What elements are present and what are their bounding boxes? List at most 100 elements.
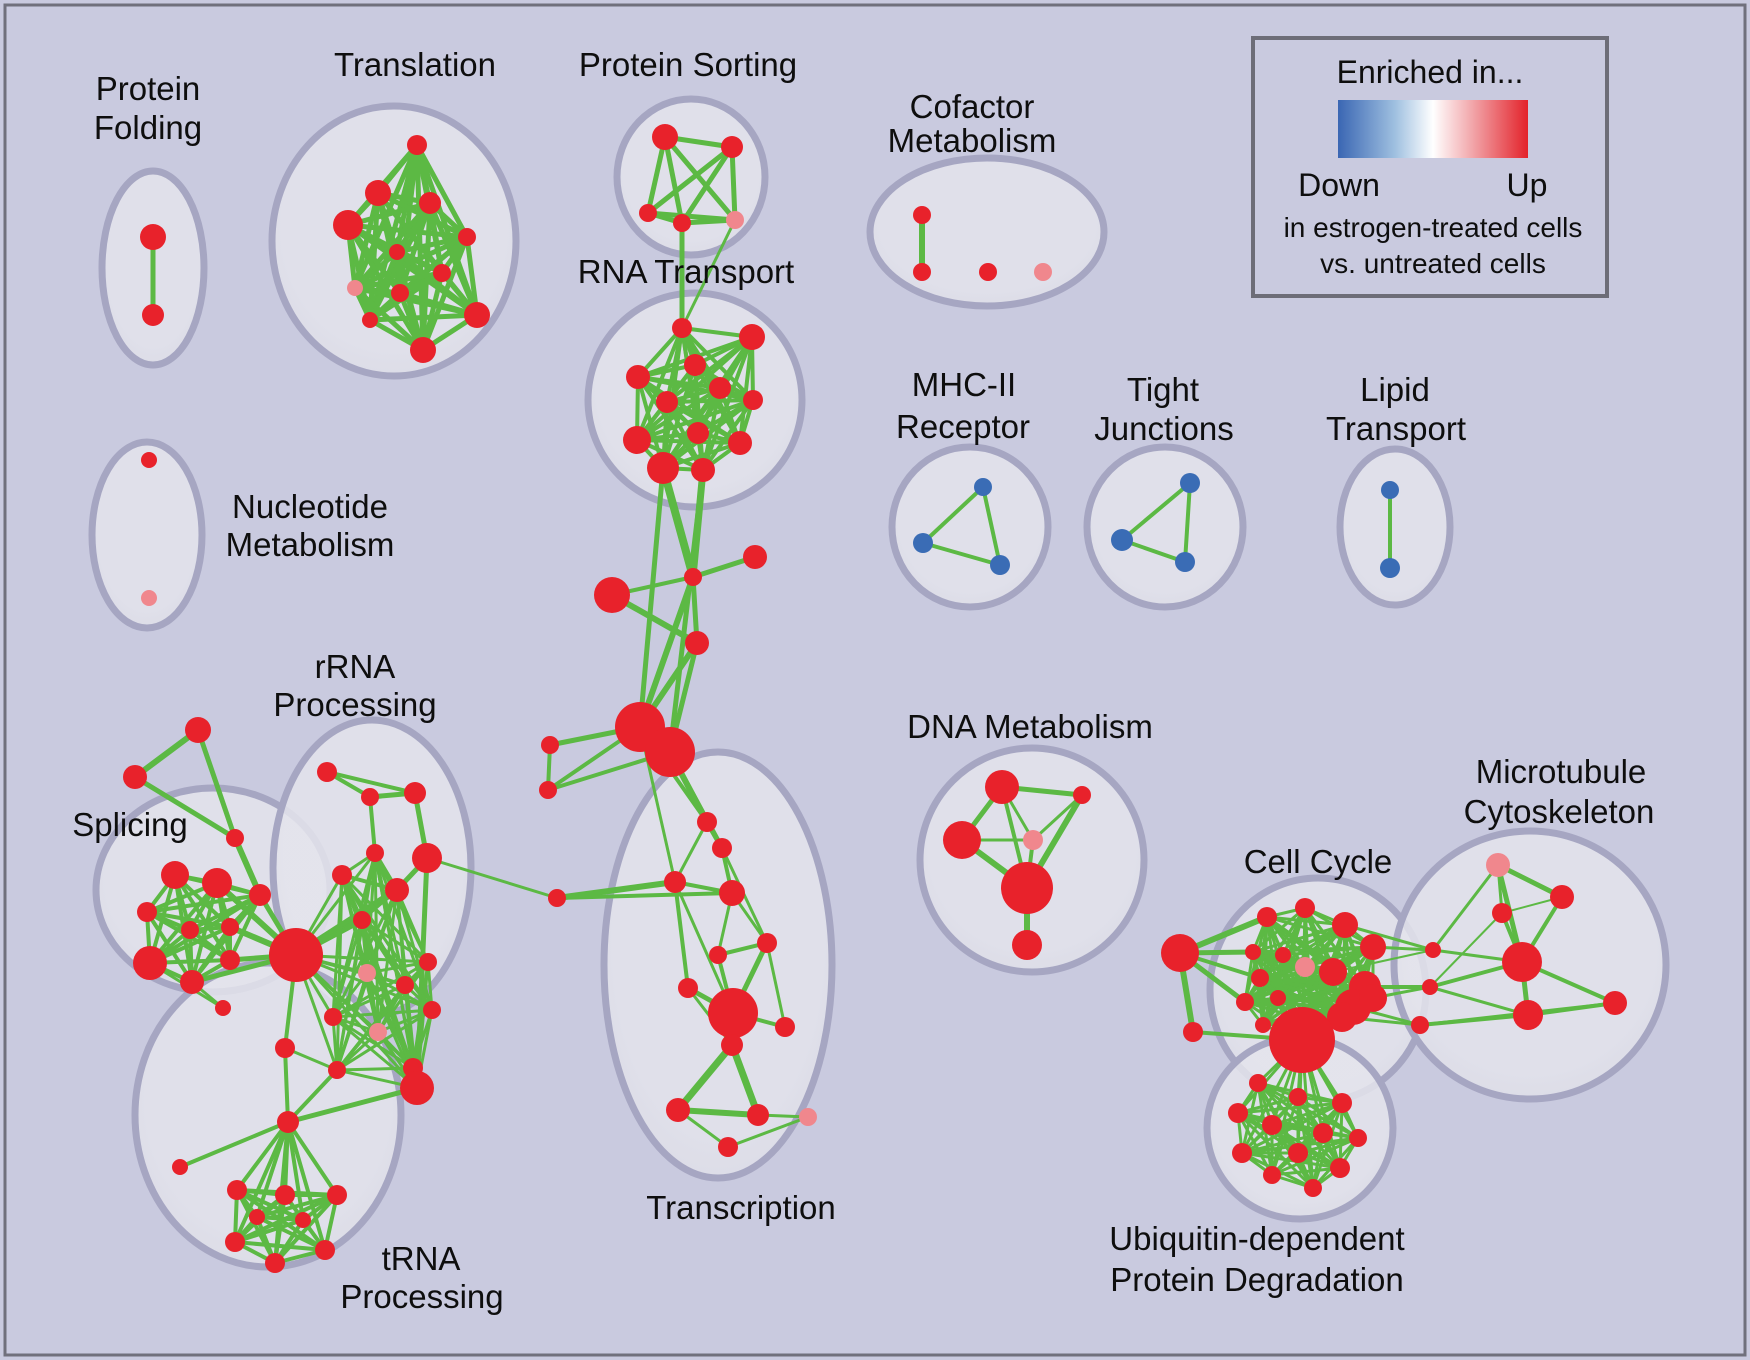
network-edge [665, 398, 755, 404]
cluster-label-protein-sorting: Protein Sorting [579, 46, 797, 83]
gene-set-node [678, 978, 698, 998]
gene-set-node [1295, 898, 1315, 918]
network-edge [662, 134, 685, 226]
gene-set-node [684, 568, 702, 586]
network-edge [673, 880, 690, 990]
cluster-label-lipid-transport: Transport [1326, 410, 1466, 447]
network-edge [1270, 1095, 1300, 1177]
cluster-label-tight-junctions: Junctions [1094, 410, 1233, 447]
network-edge [662, 134, 738, 223]
gene-set-node [943, 821, 981, 859]
cluster-label-cofactor-metabolism: Metabolism [888, 122, 1057, 159]
gene-set-node [913, 206, 931, 224]
gene-set-node [1228, 1103, 1248, 1123]
gene-set-node [1295, 957, 1315, 977]
gene-set-node [757, 933, 777, 953]
cluster-label-rrna-processing: rRNA [315, 648, 396, 685]
gene-set-node [739, 324, 765, 350]
gene-set-node [743, 545, 767, 569]
network-edge [1296, 1136, 1360, 1155]
network-edge [637, 574, 696, 730]
network-edge [1343, 923, 1435, 952]
network-edge [673, 820, 709, 884]
network-edge [286, 1120, 339, 1197]
gene-set-node [718, 1137, 738, 1157]
gene-set-node [664, 871, 686, 893]
gene-set-node [275, 1038, 295, 1058]
gene-set-node [1232, 1143, 1252, 1163]
gene-set-node [985, 770, 1019, 804]
gene-set-node [275, 1185, 295, 1205]
gene-set-node [347, 280, 363, 296]
cluster-label-protein-folding: Folding [94, 109, 202, 146]
network-edge [368, 795, 377, 855]
gene-set-node [1249, 1074, 1267, 1092]
gene-set-node [391, 284, 409, 302]
network-edge [1120, 481, 1192, 542]
network-edge [283, 1046, 290, 1124]
mhc-ii-receptor-ellipse [888, 443, 1052, 611]
network-edge [1429, 912, 1503, 988]
transcription-ellipse [600, 748, 836, 1182]
gene-set-node [747, 1104, 769, 1126]
gene-set-node [404, 782, 426, 804]
network-edge [148, 881, 219, 965]
cluster-label-microtubule-cytoskeleton: Cytoskeleton [1464, 793, 1655, 830]
gene-set-node [1330, 1158, 1350, 1178]
gene-set-node [712, 838, 732, 858]
network-edge [325, 770, 417, 795]
gene-set-node [412, 843, 442, 873]
gene-set-node [226, 829, 244, 847]
network-edge [1240, 1131, 1325, 1155]
gene-set-node [202, 868, 232, 898]
network-edge [335, 1066, 415, 1072]
gene-set-node [369, 1023, 387, 1041]
gene-set-node [458, 228, 476, 246]
gene-set-node [317, 762, 337, 782]
gene-set-node [1492, 903, 1512, 923]
gene-set-node [1381, 481, 1399, 499]
gene-set-node [423, 1001, 441, 1019]
network-edge [286, 1068, 339, 1124]
cluster-label-mhc-ii-receptor: MHC-II [912, 366, 1016, 403]
gene-set-node [1236, 993, 1254, 1011]
gene-set-node [1263, 1166, 1281, 1184]
gene-set-node [1269, 1007, 1335, 1073]
gene-set-node [709, 377, 731, 399]
gene-set-node [433, 264, 451, 282]
network-edge [233, 1218, 305, 1244]
network-edge [1270, 1136, 1360, 1177]
gene-set-node [1183, 1022, 1203, 1042]
gene-set-node [1161, 934, 1199, 972]
gene-set-node [142, 304, 164, 326]
tight-junctions-ellipse [1083, 443, 1247, 611]
cluster-label-transcription: Transcription [646, 1189, 836, 1226]
network-edge [331, 918, 364, 1019]
gene-set-node [541, 736, 559, 754]
cofactor-metabolism-ellipse [866, 154, 1108, 310]
gene-set-node [137, 902, 157, 922]
gene-set-node [180, 970, 204, 994]
network-edge [397, 290, 480, 318]
gene-set-node [1111, 529, 1133, 551]
gene-set-node [645, 727, 695, 777]
network-edge [1120, 538, 1187, 564]
network-edge [1281, 945, 1375, 957]
gene-set-node [647, 452, 679, 484]
lipid-transport-ellipse [1336, 445, 1454, 609]
network-edge [395, 888, 430, 964]
gene-set-node [1012, 930, 1042, 960]
gene-set-node [1270, 990, 1286, 1006]
gene-set-node [332, 865, 352, 885]
legend-gradient-bar [1338, 100, 1528, 158]
gene-set-node [1255, 1017, 1271, 1033]
cluster-label-rrna-processing: Processing [273, 686, 436, 723]
gene-set-node [974, 478, 992, 496]
network-edge [255, 1215, 327, 1252]
network-edge [738, 335, 754, 445]
gene-set-node [221, 918, 239, 936]
gene-set-node [673, 214, 691, 232]
gene-set-node [639, 204, 657, 222]
gene-set-node [1001, 862, 1053, 914]
network-edge [414, 142, 470, 240]
